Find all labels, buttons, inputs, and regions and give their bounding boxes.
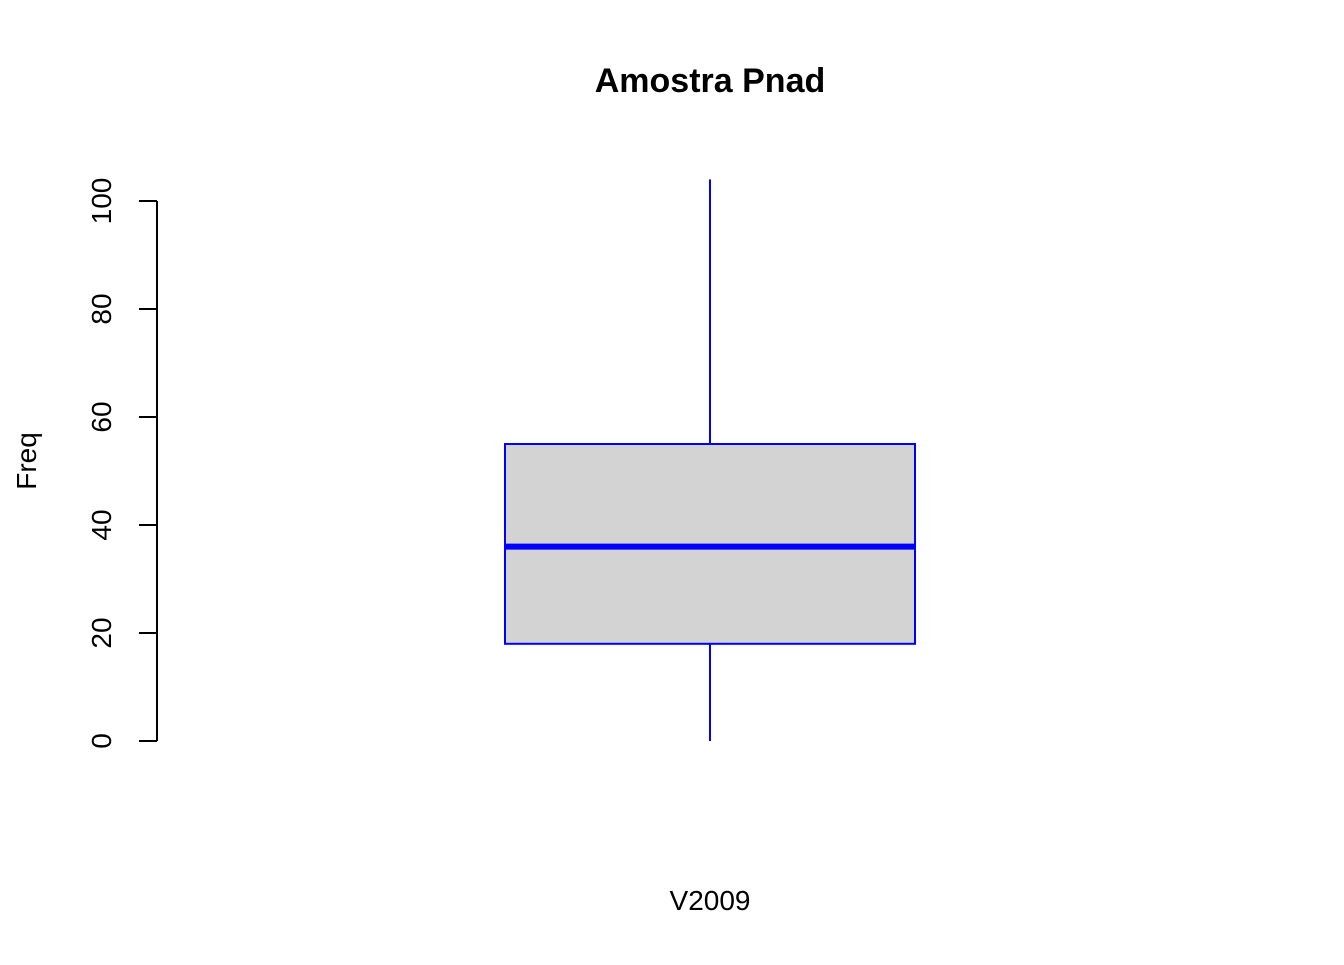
x-axis-label: V2009: [670, 885, 751, 916]
y-axis-label: Freq: [11, 432, 42, 490]
chart-title: Amostra Pnad: [595, 62, 826, 100]
y-tick-label: 0: [86, 733, 117, 749]
box-group: [504, 179, 916, 741]
y-tick-label: 100: [86, 178, 117, 225]
y-tick-label: 40: [86, 509, 117, 540]
y-tick-label: 60: [86, 401, 117, 432]
y-tick-label: 80: [86, 293, 117, 324]
y-axis: 0 20 40 60 80 100: [86, 178, 158, 749]
y-tick-label: 20: [86, 617, 117, 648]
